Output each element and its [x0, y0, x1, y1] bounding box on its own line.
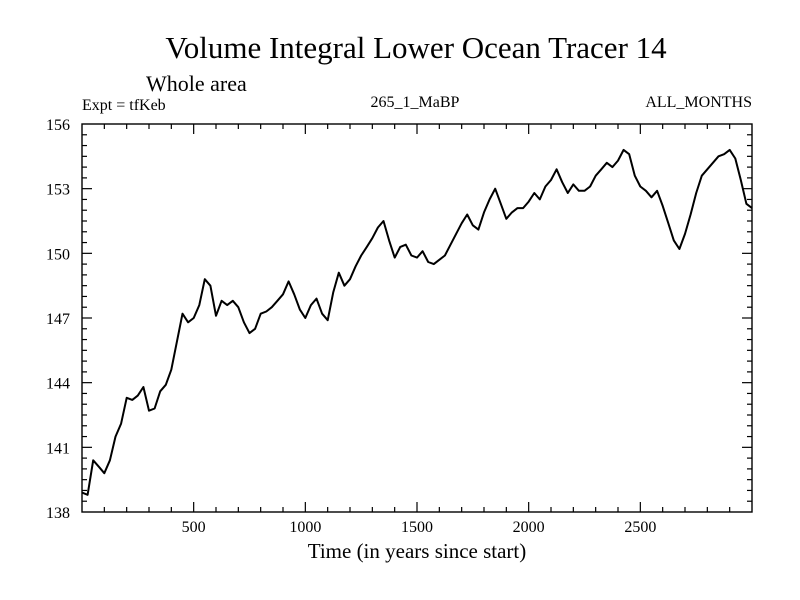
- y-tick-label: 141: [46, 440, 70, 457]
- x-tick-label: 500: [182, 519, 206, 536]
- y-tick-label: 138: [46, 505, 70, 522]
- x-tick-label: 2500: [624, 519, 656, 536]
- period-label: 265_1_MaBP: [371, 94, 460, 111]
- y-axis: 138 141 144 147 150 153 156: [46, 117, 752, 522]
- x-tick-label: 1500: [401, 519, 433, 536]
- y-tick-label: 150: [46, 246, 70, 263]
- chart-title: Volume Integral Lower Ocean Tracer 14: [165, 30, 667, 65]
- y-tick-label: 144: [46, 376, 70, 393]
- x-axis: 500 1000 1500 2000 2500: [103, 124, 731, 536]
- x-axis-label: Time (in years since start): [308, 539, 527, 563]
- y-tick-label: 153: [46, 182, 70, 199]
- y-tick-label: 147: [46, 311, 70, 328]
- x-tick-label: 2000: [513, 519, 545, 536]
- y-tick-label: 156: [46, 117, 70, 134]
- x-tick-label: 1000: [289, 519, 321, 536]
- chart-subtitle: Whole area: [146, 71, 247, 96]
- months-label: ALL_MONTHS: [645, 94, 752, 111]
- experiment-label: Expt = tfKeb: [82, 97, 166, 114]
- tracer-series-line: [81, 148, 753, 496]
